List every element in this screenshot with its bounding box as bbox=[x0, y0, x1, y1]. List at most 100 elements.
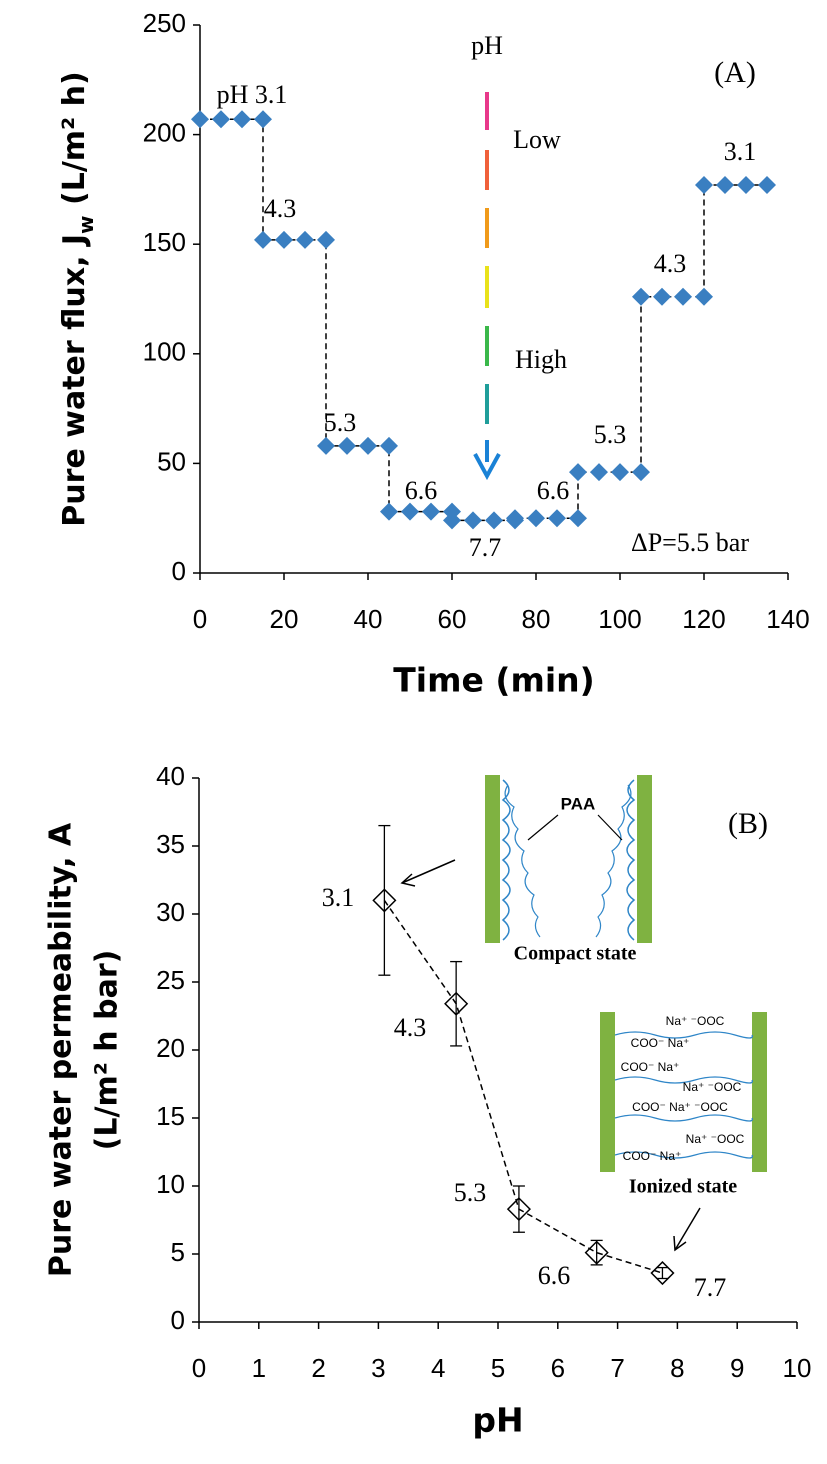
data-point bbox=[506, 1197, 531, 1222]
data-point bbox=[632, 463, 650, 482]
data-point bbox=[275, 230, 293, 249]
data-point bbox=[338, 436, 356, 455]
annotation: 7.7 bbox=[469, 533, 502, 562]
annotation: (A) bbox=[714, 56, 756, 89]
y-tick-label: 40 bbox=[156, 761, 185, 791]
annotation: High bbox=[515, 345, 567, 374]
panel: 0 50 100 150 200 250 0 20 40 60 80 100 120 140 Time (m… bbox=[57, 8, 810, 700]
y-tick-label: 150 bbox=[143, 227, 186, 257]
y-tick-label: 250 bbox=[143, 8, 186, 38]
annotation: 3.1 bbox=[322, 883, 355, 912]
annotation: 5.3 bbox=[594, 420, 627, 449]
x-tick-label: 3 bbox=[371, 1353, 385, 1383]
data-point bbox=[569, 463, 587, 482]
data-point bbox=[527, 509, 545, 528]
data-point bbox=[372, 888, 397, 913]
annotation: ΔP=5.5 bar bbox=[631, 528, 749, 557]
y-tick-label: 20 bbox=[156, 1033, 185, 1063]
y-tick-label: 35 bbox=[156, 829, 185, 859]
x-tick-label: 1 bbox=[252, 1353, 266, 1383]
annotation: 4.3 bbox=[394, 1013, 427, 1042]
y-tick-label: 50 bbox=[157, 446, 186, 476]
data-point bbox=[254, 110, 272, 129]
y-tick-label: 15 bbox=[156, 1101, 185, 1131]
annotation: 5.3 bbox=[324, 408, 357, 437]
x-tick-label: 0 bbox=[193, 604, 207, 634]
data-point bbox=[485, 511, 503, 530]
y-tick-label: 200 bbox=[143, 117, 186, 147]
data-point bbox=[422, 502, 440, 521]
data-point bbox=[650, 1260, 675, 1286]
annotation: COO⁻ Na⁺ bbox=[621, 1060, 680, 1074]
x-axis-title: Time (min) bbox=[393, 661, 594, 700]
x-tick-label: 7 bbox=[610, 1353, 624, 1383]
y-axis-title: Pure water flux, Jw (L/m² h) bbox=[57, 71, 98, 526]
data-point bbox=[443, 511, 461, 530]
data-point bbox=[191, 110, 209, 129]
data-point bbox=[716, 176, 734, 195]
y-tick-label: 10 bbox=[156, 1169, 185, 1199]
y-axis-title-part: Pure water flux, J bbox=[57, 234, 92, 527]
y-axis-title: (L/m² h bar) bbox=[90, 950, 125, 1151]
x-tick-label: 20 bbox=[270, 604, 299, 634]
annotation: COO⁻ Na⁺ bbox=[631, 1036, 690, 1050]
data-point bbox=[401, 502, 419, 521]
annotation: Low bbox=[513, 125, 561, 154]
x-tick-label: 140 bbox=[766, 604, 809, 634]
data-line bbox=[200, 118, 767, 522]
panel: 0 5 10 15 20 25 30 35 40 0 1 2 3 4 5 6 7 8 9 10 pH Pure water… bbox=[44, 761, 812, 1440]
annotation: 6.6 bbox=[538, 1261, 571, 1290]
data-point bbox=[296, 230, 314, 249]
annotation: Na⁺ ⁻OOC bbox=[683, 1080, 742, 1094]
annotation: pH bbox=[471, 31, 503, 60]
y-axis-title-part: (L/m² h) bbox=[57, 71, 92, 215]
annotation: 6.6 bbox=[405, 476, 438, 505]
annotation: Ionized state bbox=[629, 1176, 737, 1198]
data-point bbox=[380, 436, 398, 455]
x-tick-label: 60 bbox=[438, 604, 467, 634]
y-tick-label: 25 bbox=[156, 965, 185, 995]
x-axis-title: pH bbox=[472, 1401, 523, 1440]
data-point bbox=[653, 287, 671, 306]
annotation: (B) bbox=[728, 807, 768, 840]
annotation: COO⁻ Na⁺ ⁻OOC bbox=[632, 1100, 728, 1114]
data-point bbox=[758, 176, 776, 195]
y-tick-label: 0 bbox=[171, 1305, 185, 1335]
data-point bbox=[506, 509, 524, 528]
annotation: pH 3.1 bbox=[217, 80, 288, 109]
x-tick-label: 120 bbox=[682, 604, 725, 634]
annotation: Na⁺ ⁻OOC bbox=[686, 1132, 745, 1146]
data-point bbox=[317, 230, 335, 249]
x-tick-label: 2 bbox=[311, 1353, 325, 1383]
annotation: COO⁻ Na⁺ bbox=[623, 1149, 682, 1163]
annotation: Na⁺ ⁻OOC bbox=[666, 1014, 725, 1028]
data-point bbox=[611, 463, 629, 482]
x-tick-label: 40 bbox=[354, 604, 383, 634]
x-tick-label: 5 bbox=[491, 1353, 505, 1383]
data-point bbox=[212, 110, 230, 129]
data-point bbox=[548, 509, 566, 528]
data-point bbox=[464, 511, 482, 530]
data-point bbox=[695, 287, 713, 306]
y-tick-label: 5 bbox=[171, 1237, 185, 1267]
data-point bbox=[317, 436, 335, 455]
data-point bbox=[359, 436, 377, 455]
data-point bbox=[674, 287, 692, 306]
data-point bbox=[737, 176, 755, 195]
annotation: 6.6 bbox=[537, 476, 570, 505]
x-tick-label: 4 bbox=[431, 1353, 445, 1383]
y-tick-label: 30 bbox=[156, 897, 185, 927]
data-point bbox=[380, 502, 398, 521]
x-tick-label: 100 bbox=[598, 604, 641, 634]
data-point bbox=[695, 176, 713, 195]
data-point bbox=[584, 1240, 609, 1265]
data-point bbox=[569, 509, 587, 528]
annotation: Compact state bbox=[514, 943, 637, 965]
data-point bbox=[444, 991, 469, 1016]
x-tick-label: 8 bbox=[670, 1353, 684, 1383]
x-tick-label: 80 bbox=[522, 604, 551, 634]
annotation: 5.3 bbox=[454, 1178, 487, 1207]
annotation: 3.1 bbox=[724, 137, 757, 166]
y-axis-title: Pure water permeability, A bbox=[44, 822, 79, 1277]
data-point bbox=[632, 287, 650, 306]
